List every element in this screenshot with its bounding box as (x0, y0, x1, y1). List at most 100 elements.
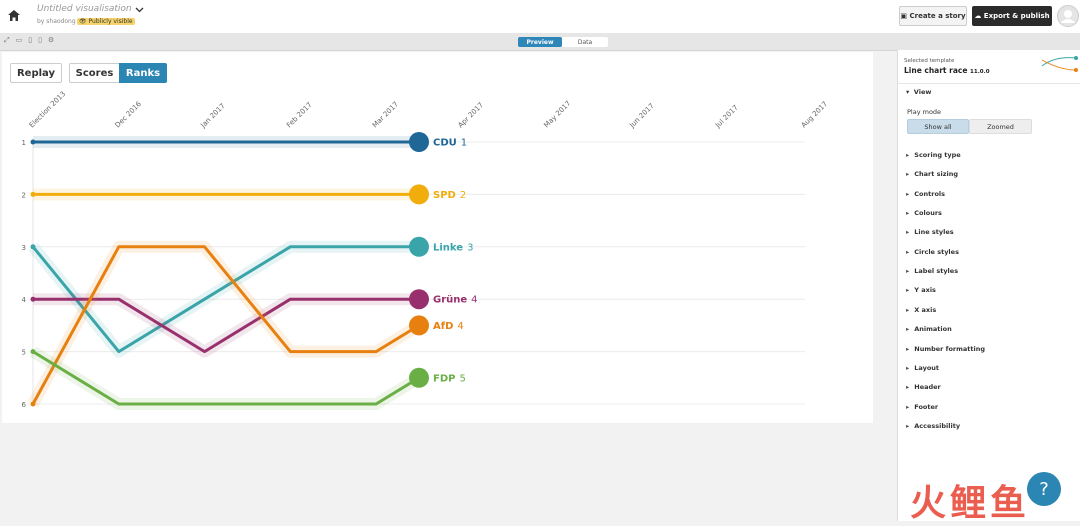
end-dot (409, 132, 429, 152)
author: by shaodong (37, 18, 76, 25)
current-rank: 4 (457, 321, 463, 332)
end-dot (409, 289, 429, 310)
option-text: Zoomed (987, 122, 1014, 131)
template-caption: Selected template (904, 58, 955, 64)
end-dot (409, 367, 429, 388)
start-dot (30, 244, 36, 250)
x-tick-label: Aug 2017 (800, 100, 829, 129)
home-icon[interactable] (8, 10, 20, 21)
visibility-text: Publicly visible (88, 18, 133, 25)
tab-text: Preview (526, 38, 554, 46)
x-tick-label: May 2017 (542, 99, 572, 129)
line (31, 245, 420, 405)
start-dot (30, 296, 36, 302)
vis-title[interactable]: Untitled visualisation (37, 4, 132, 14)
series-name: SPD (433, 190, 456, 201)
end-dot (409, 236, 429, 257)
settings-section[interactable]: Chart sizing (906, 170, 958, 178)
data-tab[interactable]: Data (562, 37, 608, 47)
current-rank: 5 (459, 373, 465, 384)
title-dropdown[interactable] (135, 7, 144, 13)
line (33, 297, 419, 354)
line (31, 245, 419, 354)
end-label: Linke 3 (433, 242, 473, 253)
chart: 1 2 3 4 5 6 Election 2013 Dec 2016 Jan 2017 Feb 2… (22, 90, 829, 410)
end-dot (409, 184, 429, 205)
export-button[interactable]: ☁ Export & publish (972, 6, 1052, 26)
end-label: AfD 4 (433, 321, 464, 332)
end-label: FDP 5 (433, 373, 466, 384)
template-thumbnail (1041, 56, 1078, 72)
settings-section[interactable]: Header (906, 383, 941, 391)
chart-card (2, 52, 873, 423)
play-mode-label: Play mode (907, 108, 942, 116)
button-text: Create a story (909, 12, 966, 20)
button-text: Export & publish (983, 12, 1050, 20)
end-label: SPD 2 (433, 190, 466, 201)
settings-panel: Selected template Line chart race 11.0.0… (897, 50, 1080, 521)
y-tick-label: 5 (22, 349, 26, 357)
start-dot (30, 349, 36, 355)
series-name: CDU (433, 138, 457, 149)
settings-section[interactable]: Circle styles (906, 248, 959, 256)
template-name[interactable]: Line chart race 11.0.0 (904, 66, 990, 75)
replay-button[interactable]: Replay (10, 63, 62, 83)
settings-section[interactable]: Y axis (906, 286, 936, 294)
show-all-option[interactable]: Show all (907, 119, 969, 134)
x-tick-label: Mar 2017 (371, 100, 400, 129)
series-name: Grüne (433, 295, 467, 306)
start-dot (30, 139, 36, 145)
settings-section[interactable]: Layout (906, 364, 939, 372)
x-tick-label: Dec 2016 (114, 100, 144, 130)
section-title: View (913, 88, 932, 96)
template-name-text: Line chart race (904, 66, 968, 75)
end-dot (409, 315, 429, 336)
visibility-badge[interactable]: 👁 Publicly visible (77, 18, 135, 25)
tab-text: Data (577, 38, 593, 46)
settings-section[interactable]: Line styles (906, 228, 953, 236)
top-bar: Untitled visualisation by shaodong 👁 Pub… (0, 0, 1080, 34)
settings-section[interactable]: Label styles (906, 267, 958, 275)
settings-section[interactable]: Accessibility (906, 422, 960, 430)
y-tick-label: 4 (22, 296, 27, 304)
ranks-button[interactable]: Ranks (119, 63, 167, 83)
start-dot (30, 401, 36, 407)
watermark: 火鲤鱼 (910, 483, 1031, 524)
zoomed-option[interactable]: Zoomed (969, 119, 1032, 134)
option-text: Show all (924, 122, 952, 131)
settings-section[interactable]: Colours (906, 209, 942, 217)
y-tick-label: 6 (22, 401, 27, 409)
view-section[interactable]: ▾ View (906, 88, 932, 96)
y-tick-label: 1 (22, 139, 26, 147)
help-button[interactable]: ? (1027, 472, 1061, 506)
help-text: ? (1039, 478, 1049, 500)
y-tick-label: 3 (22, 244, 26, 252)
settings-section[interactable]: X axis (906, 306, 936, 314)
x-tick-label: Jun 2017 (627, 102, 655, 130)
settings-section[interactable]: Scoring type (906, 151, 960, 159)
scores-button[interactable]: Scores (69, 63, 119, 83)
line-glow (29, 346, 423, 410)
x-tick-label: Apr 2017 (457, 101, 485, 129)
device-icons[interactable]: ⤢▭▯▯⚙ (4, 36, 61, 44)
x-tick-label: Jul 2017 (713, 104, 740, 131)
current-rank: 2 (460, 190, 466, 201)
current-rank: 1 (461, 138, 467, 149)
current-rank: 3 (467, 242, 473, 253)
end-label: CDU 1 (433, 138, 467, 149)
end-label: Grüne 4 (433, 295, 478, 306)
preview-toolbar: ⤢▭▯▯⚙ Preview Data (0, 33, 1080, 51)
start-dot (30, 191, 36, 197)
settings-section[interactable]: Controls (906, 190, 945, 198)
settings-section[interactable]: Animation (906, 325, 951, 333)
template-version: 11.0.0 (970, 69, 990, 75)
preview-tab[interactable]: Preview (518, 37, 562, 47)
series-name: Linke (433, 242, 463, 253)
settings-section[interactable]: Footer (906, 403, 938, 411)
avatar[interactable] (1057, 5, 1079, 27)
settings-section[interactable]: Number formatting (906, 345, 985, 353)
x-tick-label: Feb 2017 (285, 101, 314, 130)
create-story-button[interactable]: ▣ Create a story (899, 6, 967, 26)
series-name: AfD (433, 321, 453, 332)
